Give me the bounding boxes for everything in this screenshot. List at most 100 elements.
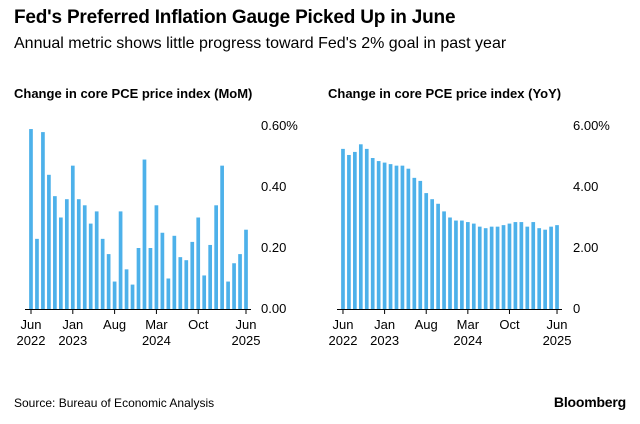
yoy-bar xyxy=(353,151,357,309)
yoy-y-tick-label: 6.00% xyxy=(573,118,610,133)
mom-bar xyxy=(244,229,248,309)
yoy-bar xyxy=(394,165,399,309)
yoy-bar xyxy=(489,226,494,309)
yoy-bar xyxy=(507,223,512,309)
yoy-y-tick-label: 4.00 xyxy=(573,179,598,194)
mom-bar xyxy=(232,263,236,309)
yoy-bar xyxy=(418,180,423,309)
mom-bar xyxy=(142,159,147,309)
yoy-bar xyxy=(525,226,530,309)
yoy-bar xyxy=(400,165,405,309)
yoy-x-tick-year: 2024 xyxy=(453,333,482,348)
mom-bar xyxy=(76,199,81,309)
mom-bar xyxy=(196,217,201,309)
yoy-x-tick-label: Aug xyxy=(415,317,438,332)
mom-bar xyxy=(41,132,45,309)
yoy-bar xyxy=(531,222,536,309)
mom-x-tick-year: 2025 xyxy=(232,333,261,348)
mom-y-tick-label: 0.40 xyxy=(261,179,286,194)
mom-bar xyxy=(238,254,242,309)
yoy-x-tick-label: Oct xyxy=(499,317,520,332)
yoy-bar xyxy=(430,199,435,309)
mom-bar xyxy=(130,284,135,309)
mom-bar xyxy=(59,217,63,309)
yoy-x-tick-label: Jan xyxy=(374,317,395,332)
mom-x-tick-year: 2024 xyxy=(142,333,171,348)
mom-bar xyxy=(160,232,165,309)
mom-bar xyxy=(118,211,123,309)
yoy-bar xyxy=(477,226,482,309)
mom-bar xyxy=(35,238,39,309)
mom-bar xyxy=(166,278,171,309)
yoy-bar xyxy=(358,144,363,309)
yoy-bar xyxy=(347,154,351,309)
mom-bar xyxy=(53,196,57,309)
yoy-bar xyxy=(406,168,411,309)
yoy-bar xyxy=(412,177,417,309)
yoy-bar xyxy=(442,211,446,309)
mom-bar xyxy=(136,248,141,309)
yoy-x-tick-year: 2023 xyxy=(370,333,399,348)
yoy-x-tick-year: 2022 xyxy=(329,333,358,348)
mom-bar xyxy=(94,211,99,309)
yoy-bar xyxy=(382,162,387,309)
yoy-bar xyxy=(376,161,381,309)
mom-bar xyxy=(178,257,183,309)
yoy-bar xyxy=(465,222,470,309)
yoy-x-tick-label: Jun xyxy=(332,317,353,332)
mom-bar xyxy=(214,205,218,309)
mom-bar xyxy=(47,174,51,309)
mom-x-tick-label: Oct xyxy=(188,317,209,332)
mom-chart-title: Change in core PCE price index (MoM) xyxy=(14,86,253,101)
yoy-bar xyxy=(471,223,476,309)
bloomberg-logo: Bloomberg xyxy=(553,394,626,410)
mom-bar xyxy=(124,269,129,309)
yoy-bar xyxy=(537,228,542,309)
mom-bar xyxy=(106,254,111,309)
yoy-bar xyxy=(448,217,452,309)
mom-bar xyxy=(100,238,105,309)
mom-bar xyxy=(154,205,159,309)
mom-x-tick-label: Aug xyxy=(103,317,126,332)
mom-bar xyxy=(184,260,189,309)
yoy-bar xyxy=(483,228,488,309)
yoy-bar xyxy=(543,229,547,309)
yoy-y-tick-label: 0 xyxy=(573,301,580,316)
yoy-bar xyxy=(454,220,458,309)
mom-bar xyxy=(29,129,33,309)
mom-y-tick-label: 0.60% xyxy=(261,118,298,133)
yoy-x-tick-year: 2025 xyxy=(543,333,572,348)
mom-bar xyxy=(226,281,230,309)
yoy-bar xyxy=(364,148,369,310)
yoy-bar xyxy=(501,225,506,310)
chart-title: Fed's Preferred Inflation Gauge Picked U… xyxy=(14,7,456,28)
yoy-bar xyxy=(460,220,464,309)
mom-y-tick-label: 0.00 xyxy=(261,301,286,316)
yoy-bar xyxy=(513,222,518,309)
mom-x-tick-label: Jun xyxy=(21,317,42,332)
mom-bar xyxy=(82,205,87,309)
yoy-bar xyxy=(519,222,524,309)
yoy-bar xyxy=(549,226,553,309)
mom-bar xyxy=(172,235,177,309)
mom-bar xyxy=(148,248,153,309)
yoy-bar xyxy=(424,193,429,309)
yoy-bar xyxy=(436,203,440,309)
yoy-bar xyxy=(555,225,559,310)
yoy-bar xyxy=(370,158,375,309)
mom-bar xyxy=(220,165,224,309)
mom-bar xyxy=(64,199,69,309)
chart-subtitle: Annual metric shows little progress towa… xyxy=(14,35,507,52)
yoy-y-tick-label: 2.00 xyxy=(573,240,598,255)
mom-bar xyxy=(70,165,75,309)
mom-x-tick-label: Mar xyxy=(145,317,168,332)
mom-x-tick-label: Jun xyxy=(236,317,257,332)
yoy-bar xyxy=(495,226,500,309)
mom-bar xyxy=(88,223,93,309)
yoy-bar xyxy=(388,164,393,310)
mom-bar xyxy=(190,241,195,309)
yoy-x-tick-label: Mar xyxy=(457,317,480,332)
yoy-bar xyxy=(341,148,345,310)
